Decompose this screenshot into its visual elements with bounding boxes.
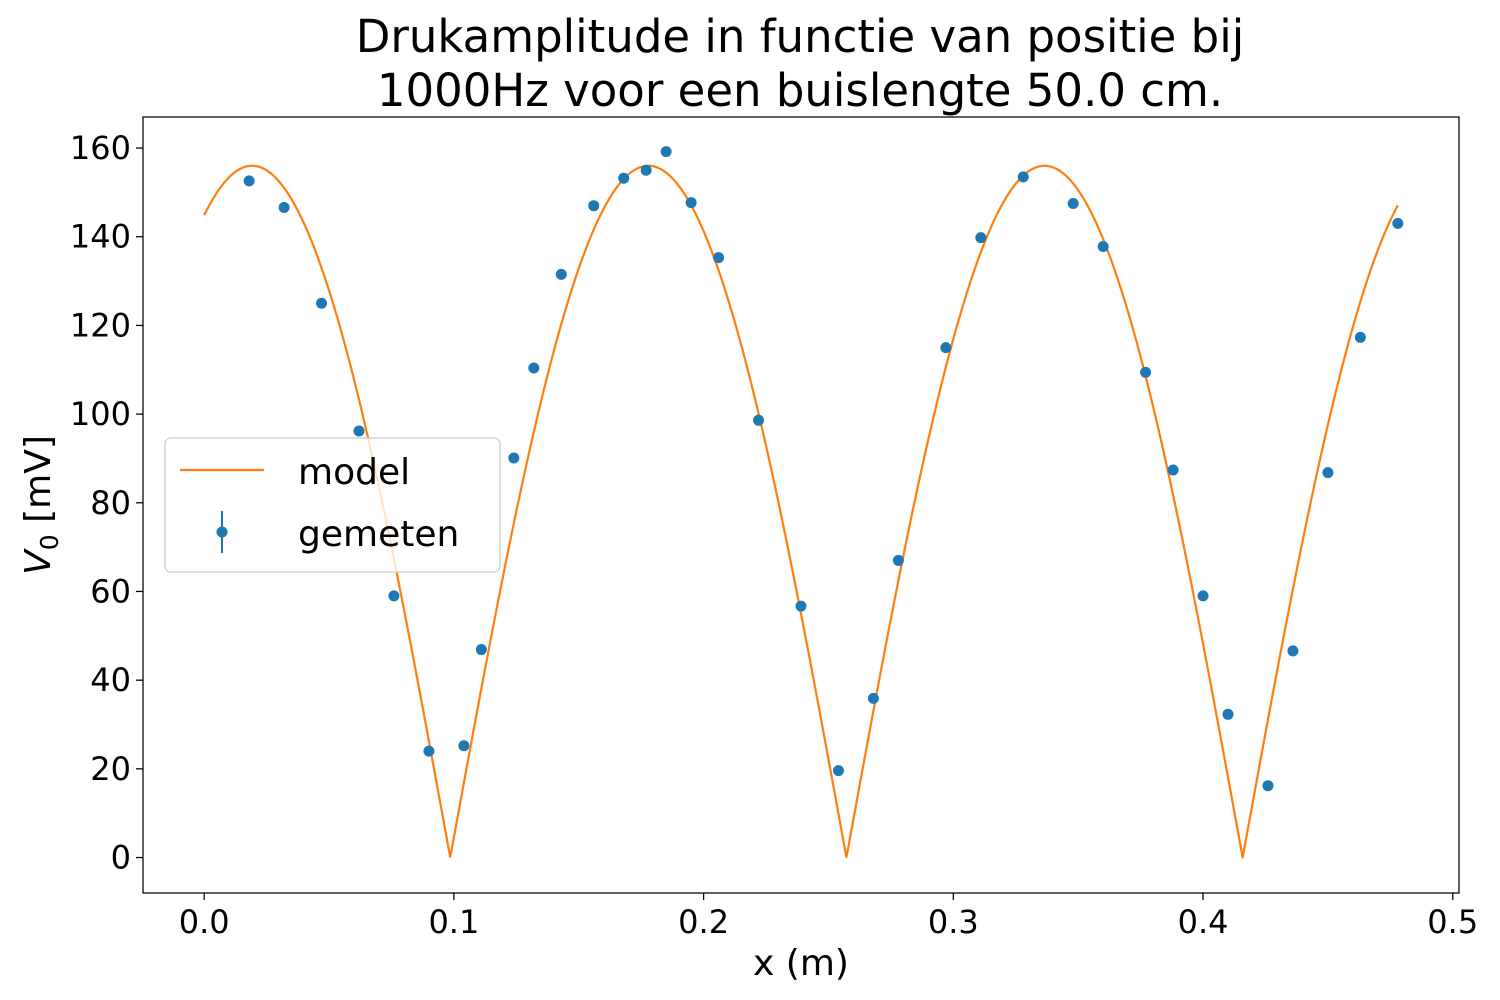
data-point-17 [753, 414, 765, 426]
y-axis-ticks: 0 20 40 60 80 100 120 140 160 [70, 129, 143, 877]
data-point-16 [713, 252, 725, 264]
data-point-12 [618, 172, 630, 184]
legend-gemeten-label: gemeten [298, 514, 459, 555]
data-point-5 [423, 745, 435, 757]
data-point-10 [555, 268, 567, 280]
data-point-22 [940, 342, 952, 354]
legend-gemeten-marker [216, 526, 228, 538]
x-tick-label-3: 0.3 [928, 903, 979, 941]
plot-area [203, 146, 1404, 859]
legend-model-label: model [298, 452, 410, 493]
data-point-1 [278, 201, 290, 213]
data-point-19 [832, 765, 844, 777]
chart-title-line2: 1000Hz voor een buislengte 50.0 cm. [377, 64, 1223, 117]
data-point-29 [1197, 590, 1209, 602]
data-point-34 [1354, 331, 1366, 343]
y-tick-label-1: 20 [90, 750, 131, 788]
data-point-13 [640, 164, 652, 176]
y-tick-label-0: 0 [111, 839, 131, 877]
y-axis-label-unit: [mV] [18, 435, 59, 523]
x-tick-label-5: 0.5 [1427, 903, 1478, 941]
x-tick-label-1: 0.1 [428, 903, 479, 941]
y-axis-label-symbol: V [18, 548, 59, 575]
data-point-31 [1262, 780, 1274, 792]
plot-frame [142, 116, 1460, 894]
data-point-15 [685, 197, 697, 209]
data-point-0 [243, 175, 255, 187]
data-point-11 [588, 200, 600, 212]
y-axis-label: V0 [mV] [18, 435, 64, 575]
x-tick-label-2: 0.2 [678, 903, 729, 941]
data-point-6 [458, 740, 470, 752]
data-point-24 [1017, 171, 1029, 183]
data-point-23 [975, 232, 987, 244]
data-point-14 [660, 146, 672, 158]
y-tick-label-7: 140 [70, 218, 131, 256]
data-point-30 [1222, 708, 1234, 720]
y-tick-label-2: 40 [90, 661, 131, 699]
data-point-7 [475, 644, 487, 656]
data-point-3 [353, 425, 365, 437]
data-point-9 [528, 362, 540, 374]
legend-frame [164, 437, 501, 573]
y-tick-label-4: 80 [90, 484, 131, 522]
data-point-32 [1287, 645, 1299, 657]
y-tick-label-6: 120 [70, 306, 131, 344]
data-point-21 [892, 554, 904, 566]
data-point-2 [316, 297, 328, 309]
x-tick-label-4: 0.4 [1178, 903, 1229, 941]
data-point-26 [1097, 240, 1109, 252]
data-point-35 [1392, 217, 1404, 229]
y-axis-label-unit-space [18, 523, 59, 534]
y-tick-label-5: 100 [70, 395, 131, 433]
y-tick-label-3: 60 [90, 572, 131, 610]
data-point-33 [1322, 467, 1334, 479]
x-axis-ticks: 0.0 0.1 0.2 0.3 0.4 0.5 [179, 893, 1478, 941]
x-axis-label: x (m) [753, 943, 849, 984]
x-tick-label-0: 0.0 [179, 903, 230, 941]
model-curve [203, 164, 1399, 859]
chart-title-line1: Drukamplitude in functie van positie bij [356, 10, 1245, 63]
legend: model gemeten [164, 437, 501, 573]
data-point-20 [867, 692, 879, 704]
data-point-8 [508, 452, 520, 464]
data-point-28 [1167, 464, 1179, 476]
data-point-27 [1140, 366, 1152, 378]
data-point-18 [795, 600, 807, 612]
data-point-4 [388, 590, 400, 602]
y-tick-label-8: 160 [70, 129, 131, 167]
y-axis-label-subscript: 0 [35, 534, 64, 550]
data-point-25 [1067, 197, 1079, 209]
